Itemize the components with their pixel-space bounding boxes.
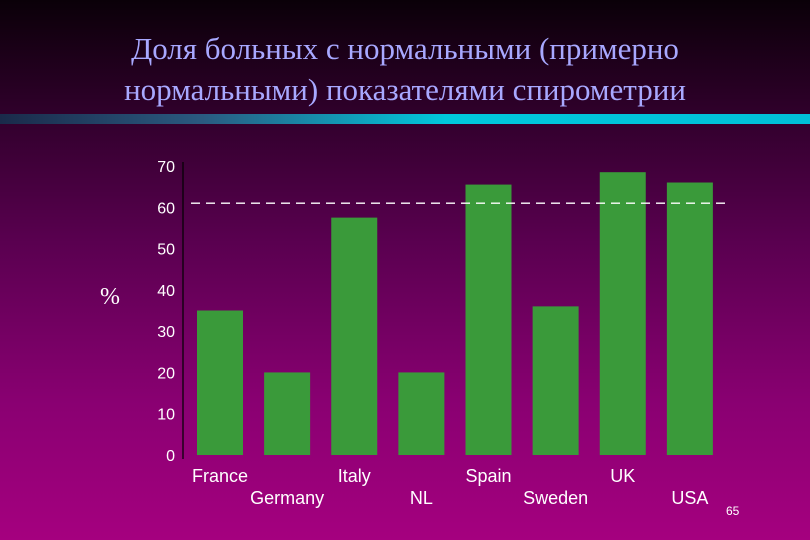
- slide-title-line-1: Доля больных с нормальными (примерно: [131, 31, 679, 66]
- slide-title-line-2: нормальными) показателями спирометрии: [124, 72, 686, 107]
- y-tick-label: 70: [157, 159, 175, 176]
- y-tick-label: 40: [157, 283, 175, 300]
- x-category-label: Sweden: [523, 488, 588, 508]
- bar-italy: [331, 217, 378, 455]
- bar-nl: [398, 372, 445, 455]
- bar-france: [197, 310, 243, 455]
- bar-germany: [264, 372, 311, 455]
- page-number: 65: [726, 504, 740, 518]
- bar-spain: [465, 184, 512, 456]
- y-tick-label: 30: [157, 324, 175, 341]
- y-tick-label: 20: [157, 365, 175, 382]
- y-tick-label: 10: [157, 407, 175, 424]
- divider-bar: [0, 114, 810, 124]
- x-category-label: Germany: [250, 488, 324, 508]
- y-tick-label: 50: [157, 242, 175, 259]
- bar-usa: [666, 182, 713, 455]
- x-category-label: Spain: [465, 466, 511, 486]
- y-tick-label: 60: [157, 200, 175, 217]
- title-divider: [0, 114, 810, 124]
- slide-title: Доля больных с нормальными (примерно нор…: [0, 28, 810, 110]
- y-axis-label: %: [100, 284, 120, 310]
- x-category-label: NL: [410, 488, 433, 508]
- bar-sweden: [532, 306, 579, 455]
- x-category-label: USA: [671, 488, 708, 508]
- y-tick-label: 0: [166, 448, 175, 465]
- x-category-label: Italy: [338, 466, 371, 486]
- x-category-label: UK: [610, 466, 635, 486]
- bar-uk: [599, 172, 646, 455]
- x-category-label: France: [192, 466, 248, 486]
